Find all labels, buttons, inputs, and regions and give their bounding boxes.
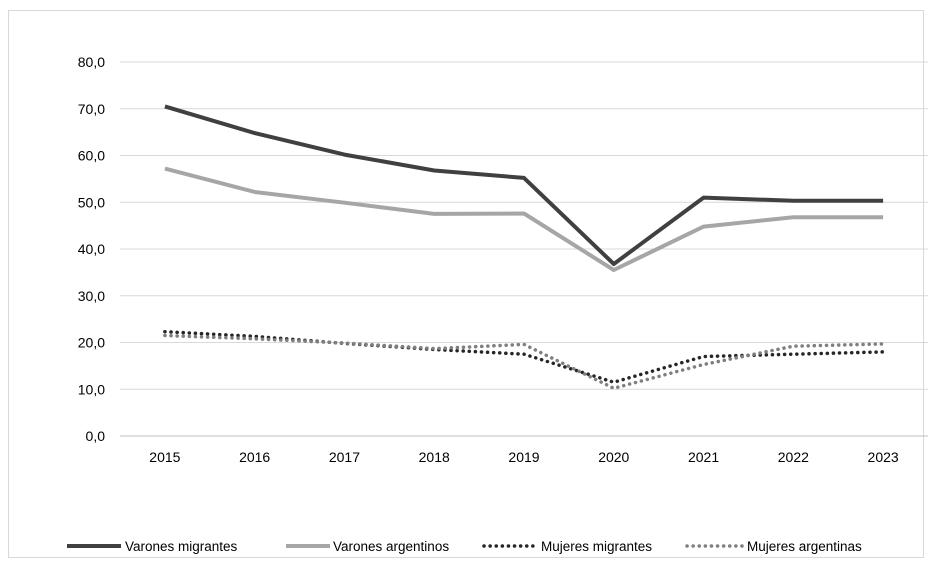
gridlines <box>120 61 928 437</box>
legend-label: Mujeres argentinas <box>747 539 862 554</box>
x-tick-label: 2022 <box>778 449 809 465</box>
y-tick-label: 10,0 <box>78 381 105 397</box>
x-tick-label: 2023 <box>868 449 899 465</box>
y-tick-label: 40,0 <box>78 241 105 257</box>
series-line-1 <box>164 104 884 266</box>
legend-label: Varones migrantes <box>125 539 238 554</box>
series-line-2 <box>164 166 884 272</box>
x-tick-label: 2019 <box>508 449 539 465</box>
series-line-4 <box>163 333 885 391</box>
series-line-3 <box>163 329 885 384</box>
legend-label: Varones argentinos <box>333 539 449 554</box>
series-lines <box>163 104 885 391</box>
x-tick-label: 2020 <box>598 449 629 465</box>
x-tick-label: 2021 <box>688 449 719 465</box>
chart-frame <box>8 10 924 558</box>
y-tick-label: 0,0 <box>86 428 106 444</box>
y-tick-label: 20,0 <box>78 335 105 351</box>
x-tick-label: 2017 <box>329 449 360 465</box>
y-tick-label: 60,0 <box>78 148 105 164</box>
x-tick-label: 2015 <box>149 449 180 465</box>
x-tick-label: 2018 <box>419 449 450 465</box>
legend-label: Mujeres migrantes <box>541 539 652 554</box>
x-tick-label: 2016 <box>239 449 270 465</box>
y-axis-ticks: 0,0 10,0 20,0 30,0 40,0 50,0 60,0 70,0 80,0 <box>78 54 105 444</box>
y-tick-label: 50,0 <box>78 194 105 210</box>
y-tick-label: 80,0 <box>78 54 105 70</box>
y-tick-label: 30,0 <box>78 288 105 304</box>
y-tick-label: 70,0 <box>78 101 105 117</box>
x-axis-ticks: 2015 2016 2017 2018 2019 2020 2021 2022 2023 <box>149 449 899 465</box>
legend: Varones migrantes Varones argentinos Mujer… <box>67 539 862 554</box>
